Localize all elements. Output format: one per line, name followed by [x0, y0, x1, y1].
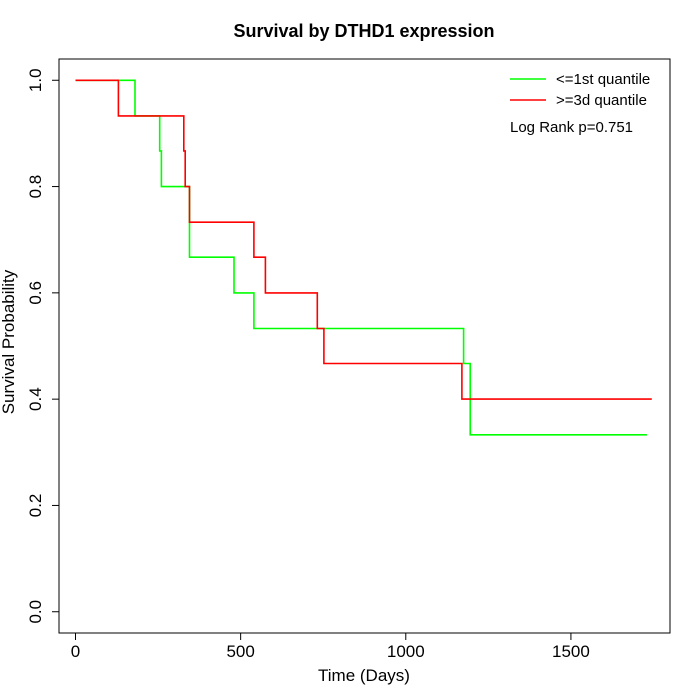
log-rank-annotation: Log Rank p=0.751: [510, 119, 633, 136]
x-axis-label: Time (Days): [318, 666, 410, 685]
legend-label: <=1st quantile: [556, 71, 650, 88]
x-axis: 0 500 1000 1500: [71, 632, 590, 661]
y-tick-label: 1.0: [26, 68, 45, 92]
x-tick-label: 0: [71, 642, 80, 661]
legend: <=1st quantile >=3d quantile: [510, 71, 650, 109]
series-layer: [75, 79, 652, 436]
y-tick-label: 0.2: [26, 494, 45, 518]
y-tick-label: 0.8: [26, 175, 45, 199]
y-axis: 0.0 0.2 0.4 0.6 0.8 1.0: [26, 68, 60, 624]
y-tick-label: 0.4: [26, 387, 45, 411]
survival-curve-series-2: [75, 79, 652, 400]
x-tick-label: 1000: [387, 642, 425, 661]
y-tick-label: 0.6: [26, 281, 45, 305]
legend-label: >=3d quantile: [556, 92, 647, 109]
x-tick-label: 1500: [552, 642, 590, 661]
chart-title: Survival by DTHD1 expression: [233, 21, 494, 41]
y-axis-label: Survival Probability: [0, 269, 18, 414]
y-tick-label: 0.0: [26, 600, 45, 624]
x-tick-label: 500: [226, 642, 254, 661]
